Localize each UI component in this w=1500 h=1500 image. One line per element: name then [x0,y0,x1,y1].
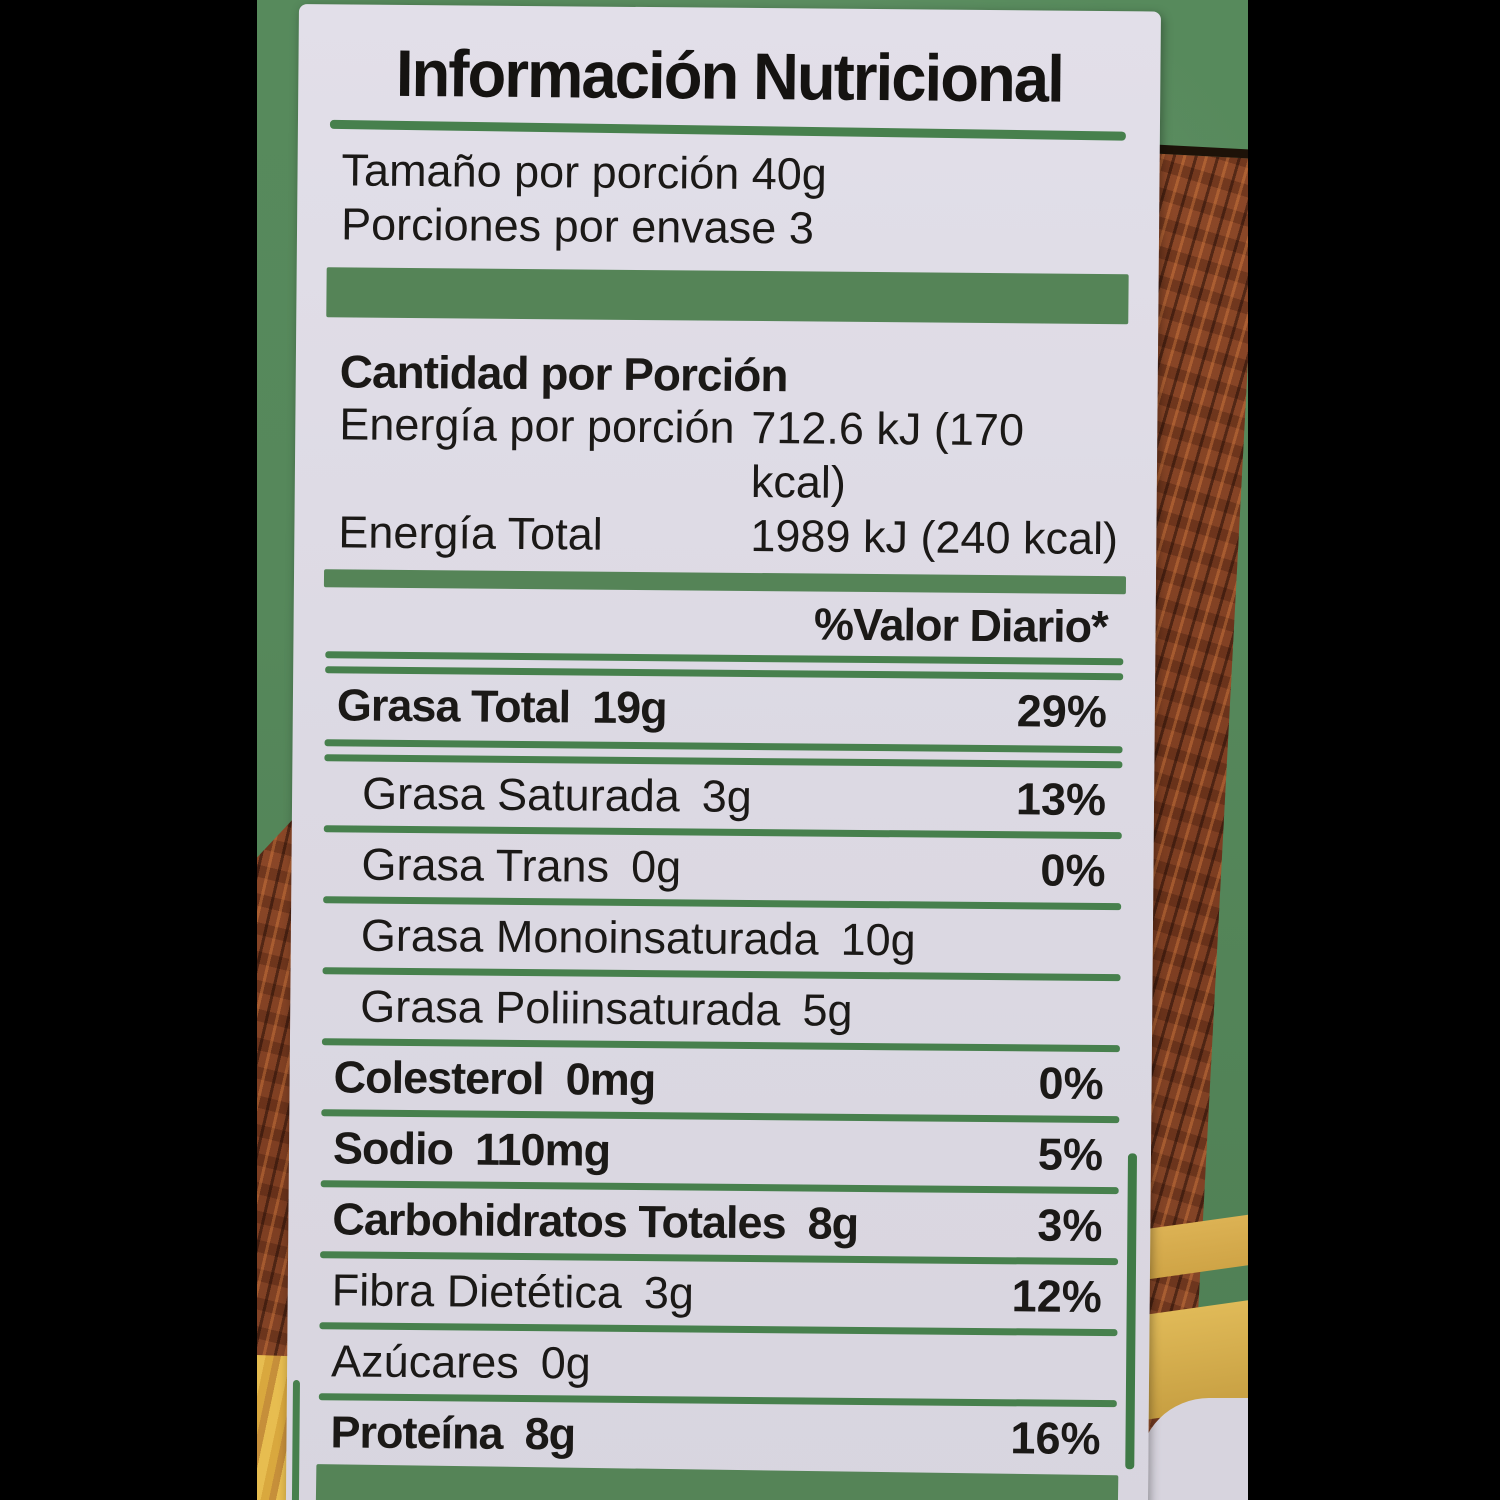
nutrition-label: Información Nutricional Tamaño por porci… [285,4,1161,1500]
separator [324,739,1123,754]
nutrition-title: Información Nutricional [395,35,1064,116]
nutrient-dv: 12% [1011,1270,1102,1323]
daily-value-header: %Valor Diario* [813,598,1108,653]
nutrient-amount: 10g [840,913,916,966]
nutrient-row: Sodio 110mg 5% [319,1120,1121,1183]
letterbox-right [1248,0,1500,1500]
energy-value: 1989 kJ (240 kcal) [750,509,1119,565]
nutrient-amount: 5g [802,984,853,1036]
nutrient-name: Azúcares [330,1335,519,1388]
nutrient-row: Grasa Trans 0g 0% [321,836,1123,899]
nutrient-row: Fibra Dietética 3g 12% [318,1262,1120,1325]
nutrient-amount: 3g [643,1267,695,1319]
amount-per-serving-header: Cantidad por Porción [339,345,788,402]
nutrient-name: Carbohidratos Totales [332,1193,786,1249]
nutrient-amount: 19g [591,681,667,734]
energy-name: Energía por porción [339,398,735,453]
nutrient-name: Fibra Dietética [331,1264,623,1318]
nutrient-name: Grasa Total [336,679,571,733]
nutrient-amount: 110mg [474,1123,611,1176]
nutrient-dv: 5% [1037,1128,1104,1181]
nutrient-amount: 0g [540,1337,592,1389]
nutrient-dv: 0% [1040,844,1106,897]
nutrient-row: Grasa Monoinsaturada 10g [321,907,1123,970]
package-photo: Información Nutricional Tamaño por porci… [257,0,1248,1500]
nutrient-amount: 8g [807,1197,859,1249]
title-divider [329,119,1126,141]
nutrient-row: Grasa Poliinsaturada 5g [320,978,1122,1041]
separator [325,651,1124,666]
nutrient-row: Colesterol 0mg 0% [319,1049,1121,1112]
nutrient-dv: 16% [1010,1412,1101,1465]
energy-row: Energía por porción 712.6 kJ (170 kcal) [339,397,1128,512]
nutrient-amount: 0mg [565,1053,656,1106]
letterbox-left [0,0,257,1500]
nutrient-name: Sodio [332,1122,454,1175]
energy-name: Energía Total [338,506,603,560]
nutrient-dv: 29% [1016,685,1108,738]
label-right-border [1125,1153,1138,1470]
section-bar [323,569,1127,595]
energy-value: 712.6 kJ (170 kcal) [750,401,1025,508]
nutrient-amount: 3g [701,770,753,822]
nutrient-row: Grasa Saturada 3g 13% [322,765,1124,828]
nutrient-name: Grasa Saturada [361,767,681,822]
nutrient-dv: 13% [1015,773,1107,826]
energy-row: Energía Total 1989 kJ (240 kcal) [338,505,1126,566]
section-bar [326,267,1129,325]
nutrient-row: Azúcares 0g [317,1333,1119,1396]
label-left-border [291,1380,300,1500]
nutrient-dv: 0% [1038,1057,1104,1110]
nutrient-amount: 0g [630,840,682,893]
nutrient-name: Grasa Trans [361,838,610,892]
nutrient-name: Proteína [330,1406,503,1459]
nutrient-name: Colesterol [333,1051,544,1105]
servings-per-container: Porciones por envase 3 [340,198,815,254]
nutrient-row: Grasa Total 19g 29% [323,677,1125,740]
nutrient-name: Grasa Poliinsaturada [360,980,781,1036]
nutrient-amount: 8g [524,1408,576,1460]
nutrient-name: Grasa Monoinsaturada [360,909,819,965]
nutrient-dv: 3% [1037,1199,1103,1252]
serving-info: Tamaño por porción 40g Porciones por env… [341,143,1130,258]
nutrient-row: Proteína 8g 16% [316,1404,1118,1467]
serving-size: Tamaño por porción 40g [341,144,828,200]
section-bar [315,1464,1119,1500]
nutrient-row: Carbohidratos Totales 8g 3% [318,1191,1120,1254]
